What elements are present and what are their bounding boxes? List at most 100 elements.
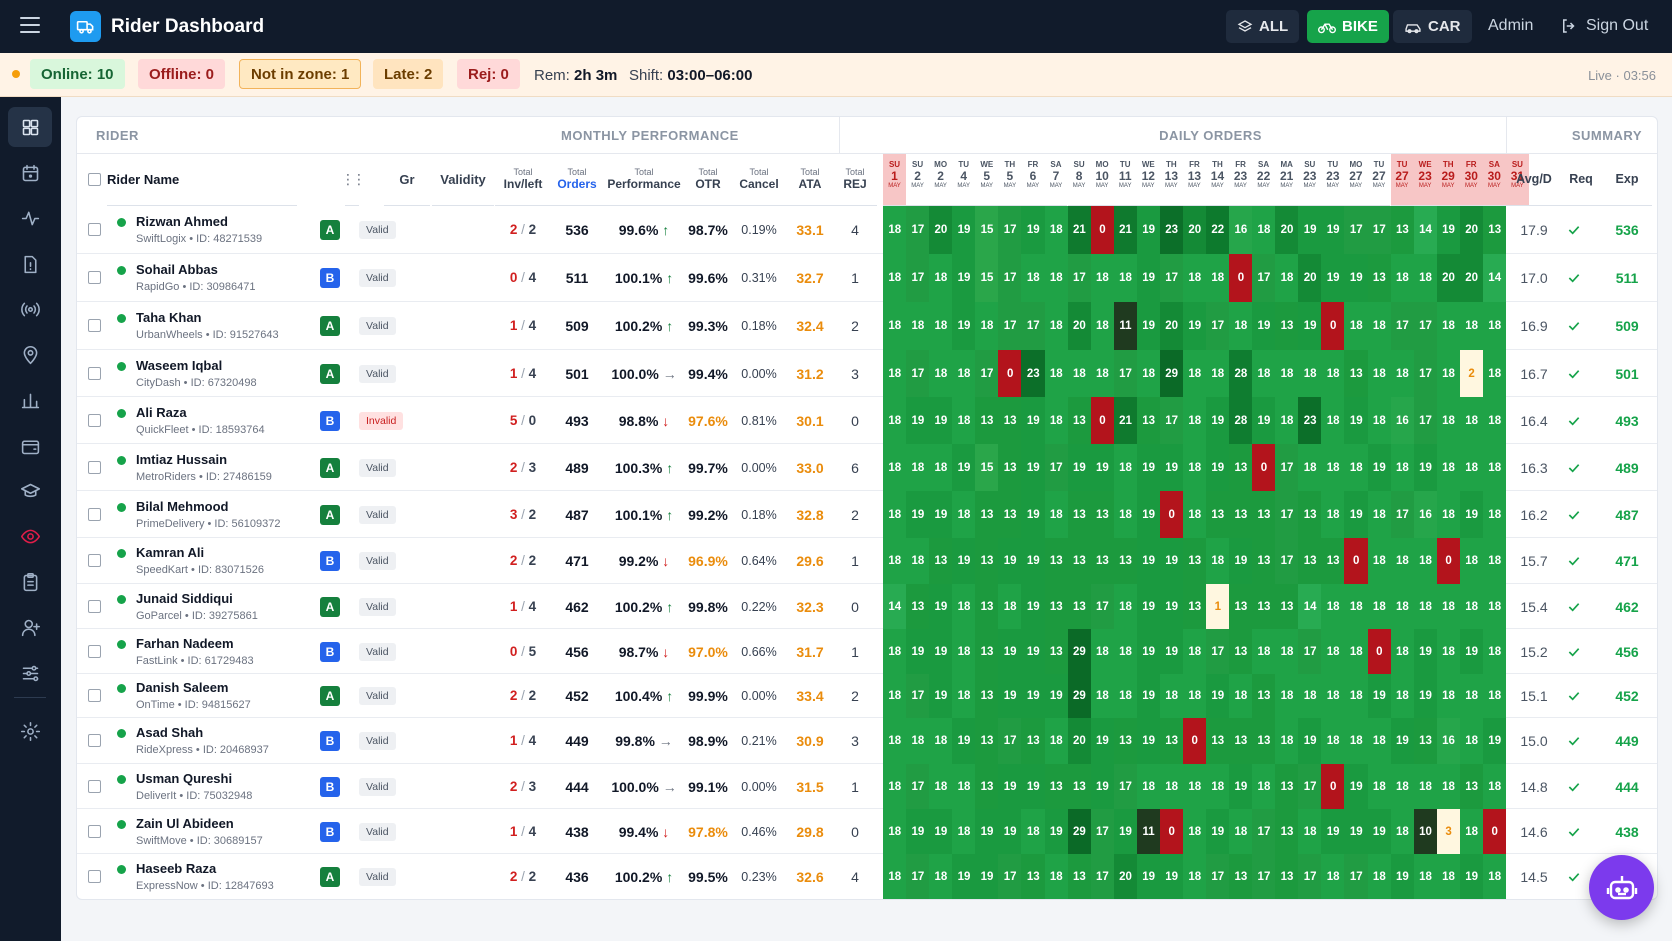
daily-order-cell[interactable]: 13	[975, 764, 999, 809]
daily-order-cell[interactable]: 16	[1390, 397, 1415, 444]
daily-order-cell[interactable]: 18	[1436, 854, 1461, 899]
daily-order-cell[interactable]: 19	[929, 629, 953, 674]
daily-order-cell[interactable]: 19	[1298, 206, 1322, 254]
daily-order-cell[interactable]: 17	[1090, 854, 1115, 899]
daily-order-cell[interactable]: 17	[1390, 302, 1415, 350]
daily-order-cell[interactable]: 18	[1090, 302, 1115, 350]
daily-order-cell[interactable]: 18	[929, 254, 953, 302]
daily-order-cell[interactable]: 18	[1482, 397, 1507, 444]
daily-order-cell[interactable]: 19	[952, 538, 976, 584]
daily-order-cell[interactable]: 18	[883, 397, 907, 444]
sidebar-item-grid[interactable]	[8, 107, 52, 147]
daily-order-cell[interactable]: 18	[1044, 397, 1069, 444]
daily-order-cell[interactable]: 13	[1113, 718, 1138, 764]
daily-order-cell[interactable]: 18	[1298, 444, 1322, 491]
daily-order-cell[interactable]: 14	[1413, 206, 1438, 254]
daily-order-cell[interactable]: 16	[1229, 206, 1253, 254]
rider-name[interactable]: Kamran Ali	[136, 545, 205, 560]
daily-order-cell[interactable]: 18	[1113, 444, 1138, 491]
daily-order-cell[interactable]: 13	[1390, 206, 1415, 254]
daily-order-cell[interactable]: 19	[906, 629, 930, 674]
daily-order-cell[interactable]: 16	[1413, 491, 1438, 538]
day-header-18[interactable]: MA 21 MAY	[1275, 154, 1299, 206]
daily-order-cell[interactable]: 19	[1021, 674, 1045, 718]
daily-order-cell[interactable]: 20	[1298, 254, 1322, 302]
daily-order-cell[interactable]: 18	[1021, 254, 1045, 302]
daily-order-cell[interactable]: 17	[1275, 538, 1299, 584]
daily-order-cell[interactable]: 13	[1206, 491, 1230, 538]
day-header-23[interactable]: TU 27 MAY	[1390, 154, 1414, 206]
daily-order-cell[interactable]: 19	[998, 629, 1022, 674]
daily-order-cell[interactable]: 18	[1321, 491, 1345, 538]
daily-order-cell[interactable]: 17	[1367, 206, 1392, 254]
daily-order-cell[interactable]: 13	[1067, 397, 1092, 444]
daily-order-cell[interactable]: 18	[1044, 302, 1069, 350]
daily-order-cell[interactable]: 17	[906, 854, 930, 899]
daily-order-cell[interactable]: 29	[1067, 674, 1092, 718]
sidebar-item-calendar[interactable]	[8, 153, 52, 193]
daily-order-cell[interactable]: 13	[1136, 397, 1161, 444]
rider-name[interactable]: Bilal Mehmood	[136, 498, 229, 514]
daily-order-cell[interactable]: 17	[1206, 302, 1230, 350]
rider-name[interactable]: Ali Raza	[136, 404, 187, 420]
daily-order-cell[interactable]: 19	[1021, 444, 1045, 491]
day-header-25[interactable]: TH 29 MAY	[1436, 154, 1460, 206]
daily-order-cell[interactable]: 19	[1021, 538, 1045, 584]
daily-order-cell[interactable]: 28	[1229, 350, 1253, 397]
daily-order-cell[interactable]: 13	[975, 538, 999, 584]
daily-order-cell[interactable]: 19	[1021, 629, 1045, 674]
column-validity[interactable]: Validity	[432, 154, 494, 206]
daily-order-cell[interactable]: 13	[1090, 491, 1115, 538]
daily-order-cell[interactable]: 18	[1436, 674, 1461, 718]
sidebar-item-clipboard[interactable]	[8, 562, 52, 602]
daily-order-cell[interactable]: 18	[1090, 674, 1115, 718]
daily-order-cell[interactable]: 19	[1136, 854, 1161, 899]
daily-order-cell[interactable]: 21	[1113, 397, 1138, 444]
daily-order-cell[interactable]: 18	[1482, 491, 1507, 538]
daily-order-cell[interactable]: 18	[1229, 674, 1253, 718]
daily-order-cell[interactable]: 20	[1459, 254, 1484, 302]
daily-order-cell[interactable]: 18	[952, 674, 976, 718]
daily-order-cell[interactable]: 17	[1344, 854, 1369, 899]
daily-order-cell[interactable]: 2	[1459, 350, 1484, 397]
daily-order-cell[interactable]: 19	[1136, 718, 1161, 764]
daily-order-cell[interactable]: 18	[1436, 444, 1461, 491]
rider-name[interactable]: Asad Shah	[136, 725, 204, 740]
daily-order-cell[interactable]: 19	[1090, 764, 1115, 809]
daily-order-cell[interactable]: 18	[1459, 444, 1484, 491]
daily-order-cell[interactable]: 18	[1436, 302, 1461, 350]
daily-order-cell[interactable]: 18	[883, 254, 907, 302]
daily-order-cell[interactable]: 13	[1298, 538, 1322, 584]
daily-order-cell[interactable]: 19	[1252, 397, 1276, 444]
daily-order-cell[interactable]: 18	[1044, 718, 1069, 764]
daily-order-cell[interactable]: 18	[1413, 254, 1438, 302]
daily-order-cell[interactable]: 19	[1344, 809, 1369, 854]
daily-order-cell[interactable]: 19	[1136, 674, 1161, 718]
rider-name[interactable]: Taha Khan	[136, 310, 202, 325]
daily-order-cell[interactable]: 18	[1367, 350, 1392, 397]
day-header-7[interactable]: FR 6 MAY	[1021, 154, 1045, 206]
daily-order-cell[interactable]: 19	[1136, 491, 1161, 538]
rider-name[interactable]: Rizwan Ahmed	[136, 214, 228, 229]
daily-order-cell[interactable]: 18	[1159, 674, 1184, 718]
row-checkbox[interactable]	[88, 644, 101, 658]
rider-name[interactable]: Imtiaz Hussain	[136, 451, 228, 467]
daily-order-cell[interactable]: 19	[1321, 206, 1345, 254]
daily-order-cell[interactable]: 18	[1136, 350, 1161, 397]
daily-order-cell[interactable]: 18	[1113, 584, 1138, 629]
daily-order-cell[interactable]: 13	[906, 584, 930, 629]
daily-order-cell[interactable]: 20	[1459, 206, 1484, 254]
daily-order-cell[interactable]: 13	[1067, 854, 1092, 899]
daily-order-cell[interactable]: 17	[906, 350, 930, 397]
day-header-20[interactable]: TU 23 MAY	[1321, 154, 1345, 206]
daily-order-cell[interactable]: 13	[1275, 584, 1299, 629]
daily-order-cell[interactable]: 23	[1159, 206, 1184, 254]
daily-order-cell[interactable]: 17	[1159, 254, 1184, 302]
day-header-10[interactable]: MO 10 MAY	[1090, 154, 1114, 206]
daily-order-cell[interactable]: 19	[1344, 254, 1369, 302]
daily-order-cell[interactable]: 19	[1021, 764, 1045, 809]
daily-order-cell[interactable]: 13	[998, 397, 1022, 444]
select-all-checkbox[interactable]	[88, 173, 101, 186]
daily-order-cell[interactable]: 18	[883, 538, 907, 584]
daily-order-cell[interactable]: 18	[1321, 854, 1345, 899]
